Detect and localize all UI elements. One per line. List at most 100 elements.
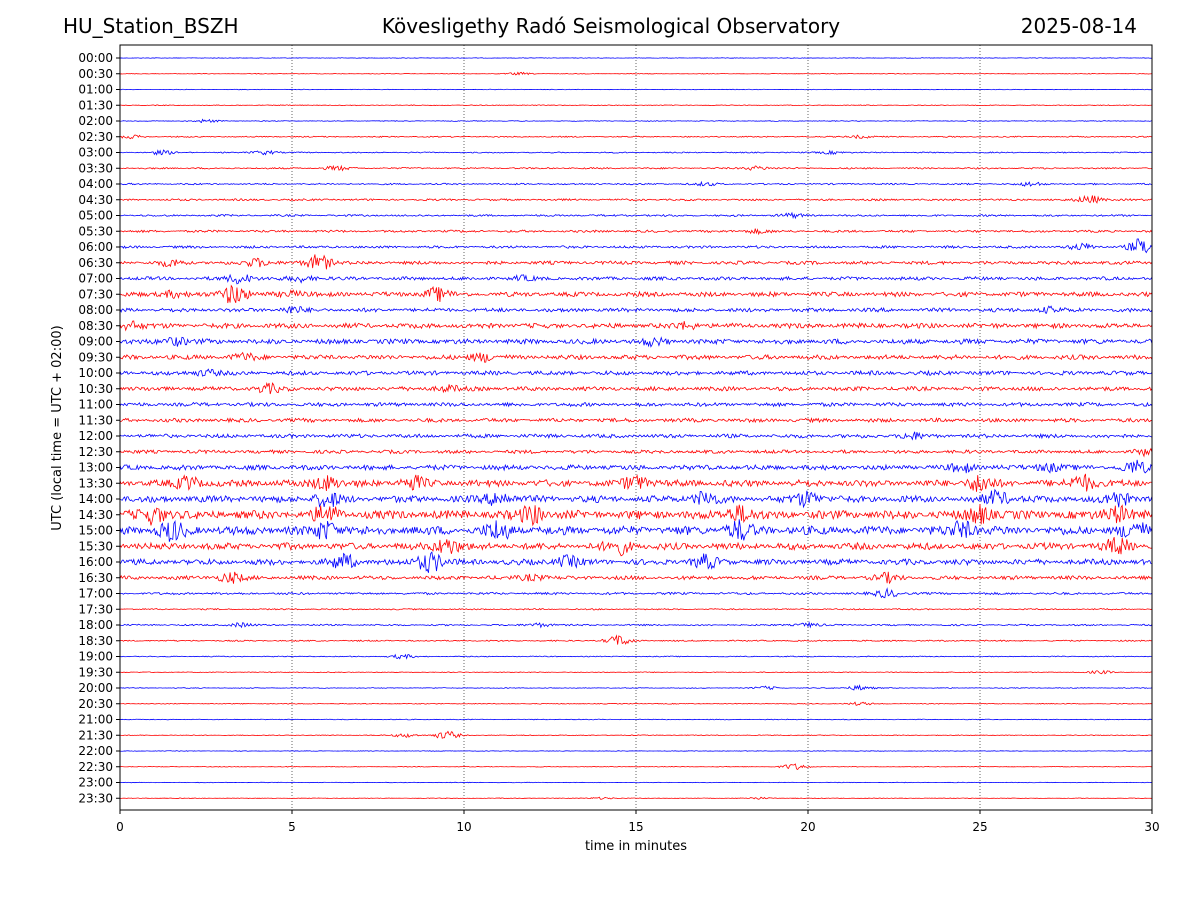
y-tick-label-12: 06:00 — [78, 240, 113, 254]
y-tick-label-29: 14:30 — [78, 508, 113, 522]
y-tick-label-17: 08:30 — [78, 319, 113, 333]
y-tick-label-35: 17:30 — [78, 602, 113, 616]
trace-row-1400 — [119, 488, 1153, 509]
trace-row-1830 — [119, 634, 1153, 645]
trace-row-1530 — [119, 537, 1153, 557]
trace-row-0030 — [119, 71, 1153, 76]
trace-row-0700 — [119, 273, 1153, 285]
trace-row-1800 — [119, 621, 1153, 629]
y-tick-label-28: 14:00 — [78, 492, 113, 506]
y-tick-label-21: 10:30 — [78, 382, 113, 396]
station-name: HU_Station_BSZH — [63, 14, 239, 38]
y-tick-label-8: 04:00 — [78, 177, 113, 191]
y-tick-label-34: 17:00 — [78, 587, 113, 601]
y-tick-label-43: 21:30 — [78, 728, 113, 742]
trace-row-2230 — [119, 763, 1153, 771]
y-axis-label: UTC (local time = UTC + 02:00) — [50, 325, 65, 530]
y-tick-label-46: 23:00 — [78, 776, 113, 790]
trace-row-1100 — [119, 401, 1153, 408]
y-tick-label-36: 18:00 — [78, 618, 113, 632]
trace-row-2200 — [119, 750, 1153, 752]
y-tick-label-4: 02:00 — [78, 114, 113, 128]
y-tick-label-2: 01:00 — [78, 83, 113, 97]
trace-row-0400 — [119, 180, 1153, 187]
y-tick-label-41: 20:30 — [78, 697, 113, 711]
trace-row-0930 — [119, 351, 1153, 363]
trace-row-1300 — [119, 459, 1153, 474]
y-tick-label-40: 20:00 — [78, 681, 113, 695]
y-tick-label-10: 05:00 — [78, 209, 113, 223]
y-tick-label-16: 08:00 — [78, 303, 113, 317]
y-tick-label-39: 19:30 — [78, 665, 113, 679]
trace-row-2000 — [119, 684, 1153, 691]
y-tick-label-26: 13:00 — [78, 461, 113, 475]
trace-row-0300 — [119, 149, 1153, 156]
trace-row-1200 — [119, 431, 1153, 441]
y-tick-label-30: 15:00 — [78, 524, 113, 538]
trace-row-0800 — [119, 305, 1153, 314]
trace-row-1330 — [119, 473, 1153, 492]
trace-row-0430 — [119, 194, 1153, 204]
trace-row-0900 — [119, 336, 1153, 348]
x-tick-label-2: 10 — [456, 820, 471, 834]
trace-row-0530 — [119, 228, 1153, 236]
y-tick-label-22: 11:00 — [78, 398, 113, 412]
y-tick-label-9: 04:30 — [78, 193, 113, 207]
trace-row-1030 — [119, 381, 1153, 395]
y-tick-label-32: 16:00 — [78, 555, 113, 569]
trace-row-1430 — [119, 504, 1153, 527]
observatory-title: Kövesligethy Radó Seismological Observat… — [381, 14, 841, 38]
trace-row-1000 — [119, 368, 1153, 377]
y-tick-label-25: 12:30 — [78, 445, 113, 459]
y-tick-label-5: 02:30 — [78, 130, 113, 144]
plot-date: 2025-08-14 — [1020, 14, 1137, 38]
trace-row-0730 — [119, 284, 1153, 304]
y-tick-label-20: 10:00 — [78, 366, 113, 380]
trace-row-1500 — [119, 519, 1153, 542]
trace-row-0000 — [119, 57, 1153, 59]
trace-row-0330 — [119, 164, 1153, 172]
trace-row-1730 — [119, 608, 1153, 611]
trace-row-2330 — [119, 796, 1153, 800]
trace-row-2030 — [119, 701, 1153, 706]
x-tick-label-6: 30 — [1144, 820, 1159, 834]
trace-row-1930 — [119, 669, 1153, 675]
y-tick-label-3: 01:30 — [78, 98, 113, 112]
x-tick-label-1: 5 — [288, 820, 296, 834]
y-tick-label-18: 09:00 — [78, 335, 113, 349]
x-tick-label-4: 20 — [800, 820, 815, 834]
y-tick-label-44: 22:00 — [78, 744, 113, 758]
y-tick-label-31: 15:30 — [78, 539, 113, 553]
y-tick-label-15: 07:30 — [78, 287, 113, 301]
y-tick-label-0: 00:00 — [78, 51, 113, 65]
y-tick-label-42: 21:00 — [78, 713, 113, 727]
y-tick-label-14: 07:00 — [78, 272, 113, 286]
y-tick-label-33: 16:30 — [78, 571, 113, 585]
grid-lines — [291, 45, 981, 810]
y-tick-label-11: 05:30 — [78, 224, 113, 238]
x-axis-ticks: 0 5 10 15 20 25 30 — [116, 810, 1160, 834]
trace-row-0500 — [119, 211, 1153, 220]
trace-row-0200 — [119, 118, 1153, 124]
y-tick-label-1: 00:30 — [78, 67, 113, 81]
x-tick-label-5: 25 — [972, 820, 987, 834]
trace-row-1700 — [119, 587, 1153, 599]
y-tick-label-47: 23:30 — [78, 791, 113, 805]
x-tick-label-3: 15 — [628, 820, 643, 834]
trace-row-1230 — [119, 447, 1153, 458]
trace-row-0130 — [119, 104, 1153, 107]
y-tick-label-19: 09:30 — [78, 350, 113, 364]
trace-row-1130 — [119, 417, 1153, 424]
trace-row-1900 — [119, 653, 1153, 660]
seismic-traces — [119, 57, 1153, 800]
trace-row-0630 — [119, 254, 1153, 270]
y-tick-label-45: 22:30 — [78, 760, 113, 774]
trace-row-2130 — [119, 730, 1152, 739]
trace-row-1630 — [119, 571, 1153, 585]
y-tick-label-24: 12:00 — [78, 429, 113, 443]
trace-row-0230 — [119, 134, 1153, 140]
y-tick-label-23: 11:30 — [78, 413, 113, 427]
y-tick-label-37: 18:30 — [78, 634, 113, 648]
